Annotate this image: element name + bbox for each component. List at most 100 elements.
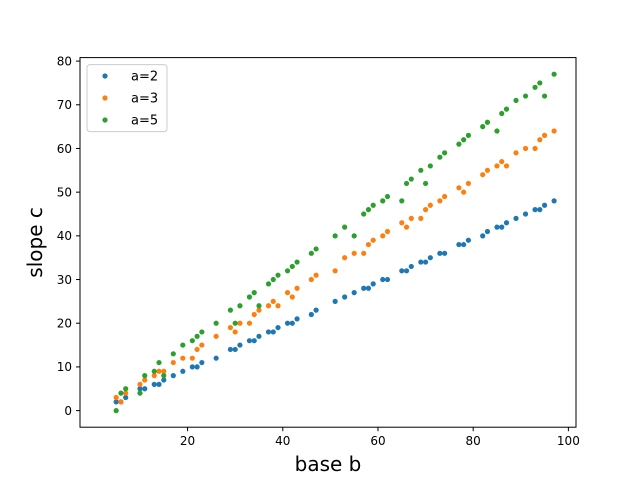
x-tick-label: 100 bbox=[557, 434, 580, 448]
data-point-series-1 bbox=[170, 373, 176, 379]
data-point-series-2 bbox=[256, 307, 262, 313]
y-tick-label: 40 bbox=[57, 229, 72, 243]
data-point-series-1 bbox=[551, 198, 557, 204]
data-point-series-1 bbox=[342, 294, 348, 300]
y-tick-label: 0 bbox=[64, 404, 72, 418]
data-point-series-1 bbox=[541, 202, 548, 208]
data-point-series-1 bbox=[123, 394, 129, 401]
y-tick-label: 20 bbox=[57, 317, 72, 331]
data-point-series-1 bbox=[384, 276, 391, 283]
data-point-series-3 bbox=[427, 163, 433, 169]
data-point-series-1 bbox=[199, 359, 205, 366]
data-point-series-3 bbox=[170, 351, 176, 357]
data-point-series-2 bbox=[275, 303, 281, 309]
data-point-series-3 bbox=[113, 408, 119, 414]
legend-label: a=3 bbox=[131, 92, 158, 107]
data-point-series-3 bbox=[161, 373, 167, 379]
data-point-series-2 bbox=[484, 167, 491, 173]
data-point-series-3 bbox=[380, 198, 386, 204]
data-point-series-2 bbox=[156, 368, 162, 374]
data-point-series-2 bbox=[532, 145, 538, 152]
data-point-series-2 bbox=[437, 198, 443, 204]
data-point-series-2 bbox=[456, 185, 462, 191]
data-point-series-3 bbox=[275, 272, 281, 278]
data-point-series-1 bbox=[351, 290, 357, 296]
data-point-series-1 bbox=[246, 338, 253, 344]
data-point-series-1 bbox=[461, 241, 467, 248]
data-point-series-3 bbox=[270, 276, 276, 283]
x-tick-label: 40 bbox=[275, 434, 290, 448]
data-point-series-3 bbox=[251, 290, 257, 296]
data-point-series-1 bbox=[161, 377, 167, 383]
data-point-series-2 bbox=[289, 294, 295, 300]
data-point-series-1 bbox=[418, 259, 424, 265]
data-point-series-1 bbox=[332, 298, 338, 304]
data-point-series-2 bbox=[403, 224, 410, 230]
data-point-series-1 bbox=[537, 207, 543, 213]
legend-marker bbox=[102, 73, 108, 79]
data-point-series-3 bbox=[156, 359, 162, 366]
data-point-series-3 bbox=[408, 176, 414, 182]
data-point-series-1 bbox=[232, 346, 238, 353]
data-point-series-2 bbox=[180, 355, 186, 361]
data-point-series-2 bbox=[113, 394, 119, 401]
data-point-series-2 bbox=[513, 150, 519, 156]
data-point-series-2 bbox=[365, 241, 372, 248]
data-point-series-3 bbox=[370, 202, 376, 208]
data-point-series-1 bbox=[270, 329, 276, 335]
data-point-series-3 bbox=[232, 320, 238, 326]
data-point-series-1 bbox=[284, 320, 291, 326]
data-point-series-2 bbox=[137, 381, 143, 387]
data-point-series-1 bbox=[480, 233, 486, 239]
data-point-series-2 bbox=[251, 311, 257, 318]
data-point-series-1 bbox=[308, 311, 314, 318]
data-point-series-3 bbox=[499, 110, 505, 117]
data-point-series-2 bbox=[161, 368, 167, 374]
data-point-series-2 bbox=[361, 250, 367, 256]
data-point-series-1 bbox=[289, 320, 295, 326]
data-point-series-3 bbox=[399, 198, 405, 204]
data-point-series-2 bbox=[380, 233, 386, 239]
data-point-series-2 bbox=[399, 220, 405, 226]
data-point-series-2 bbox=[213, 333, 219, 339]
data-point-series-2 bbox=[465, 180, 472, 187]
data-point-series-2 bbox=[499, 158, 505, 165]
data-point-series-2 bbox=[265, 303, 272, 309]
data-point-series-2 bbox=[151, 373, 157, 379]
y-tick-label: 80 bbox=[57, 54, 72, 68]
data-point-series-3 bbox=[194, 333, 200, 339]
data-point-series-2 bbox=[342, 255, 348, 261]
data-point-series-3 bbox=[418, 167, 424, 173]
data-point-series-3 bbox=[551, 71, 557, 77]
data-point-series-3 bbox=[118, 390, 124, 396]
data-point-series-2 bbox=[232, 329, 238, 335]
data-point-series-3 bbox=[199, 329, 205, 335]
data-point-series-3 bbox=[480, 124, 486, 130]
data-point-series-2 bbox=[461, 189, 467, 195]
data-point-series-1 bbox=[380, 276, 386, 283]
data-point-series-1 bbox=[137, 386, 143, 392]
data-point-series-3 bbox=[256, 303, 262, 309]
data-point-series-3 bbox=[541, 93, 548, 99]
data-point-series-1 bbox=[194, 364, 200, 370]
data-point-series-3 bbox=[180, 342, 186, 348]
legend: a=2 a=3 a=5 bbox=[86, 64, 168, 133]
data-point-series-1 bbox=[156, 381, 162, 387]
data-point-series-2 bbox=[442, 193, 448, 200]
data-point-series-3 bbox=[151, 368, 157, 374]
data-point-series-1 bbox=[113, 399, 119, 405]
data-point-series-2 bbox=[351, 250, 357, 256]
data-point-series-3 bbox=[456, 141, 462, 147]
data-point-series-1 bbox=[265, 329, 272, 335]
data-point-series-3 bbox=[522, 93, 529, 99]
data-point-series-1 bbox=[275, 324, 281, 331]
data-point-series-1 bbox=[213, 355, 219, 361]
data-point-series-3 bbox=[465, 132, 472, 138]
data-point-series-1 bbox=[513, 215, 519, 221]
data-point-series-1 bbox=[494, 224, 500, 230]
data-point-series-2 bbox=[270, 298, 276, 304]
data-point-series-2 bbox=[189, 355, 195, 361]
data-point-series-3 bbox=[461, 137, 467, 143]
data-point-series-3 bbox=[308, 250, 314, 256]
data-points bbox=[113, 71, 557, 414]
